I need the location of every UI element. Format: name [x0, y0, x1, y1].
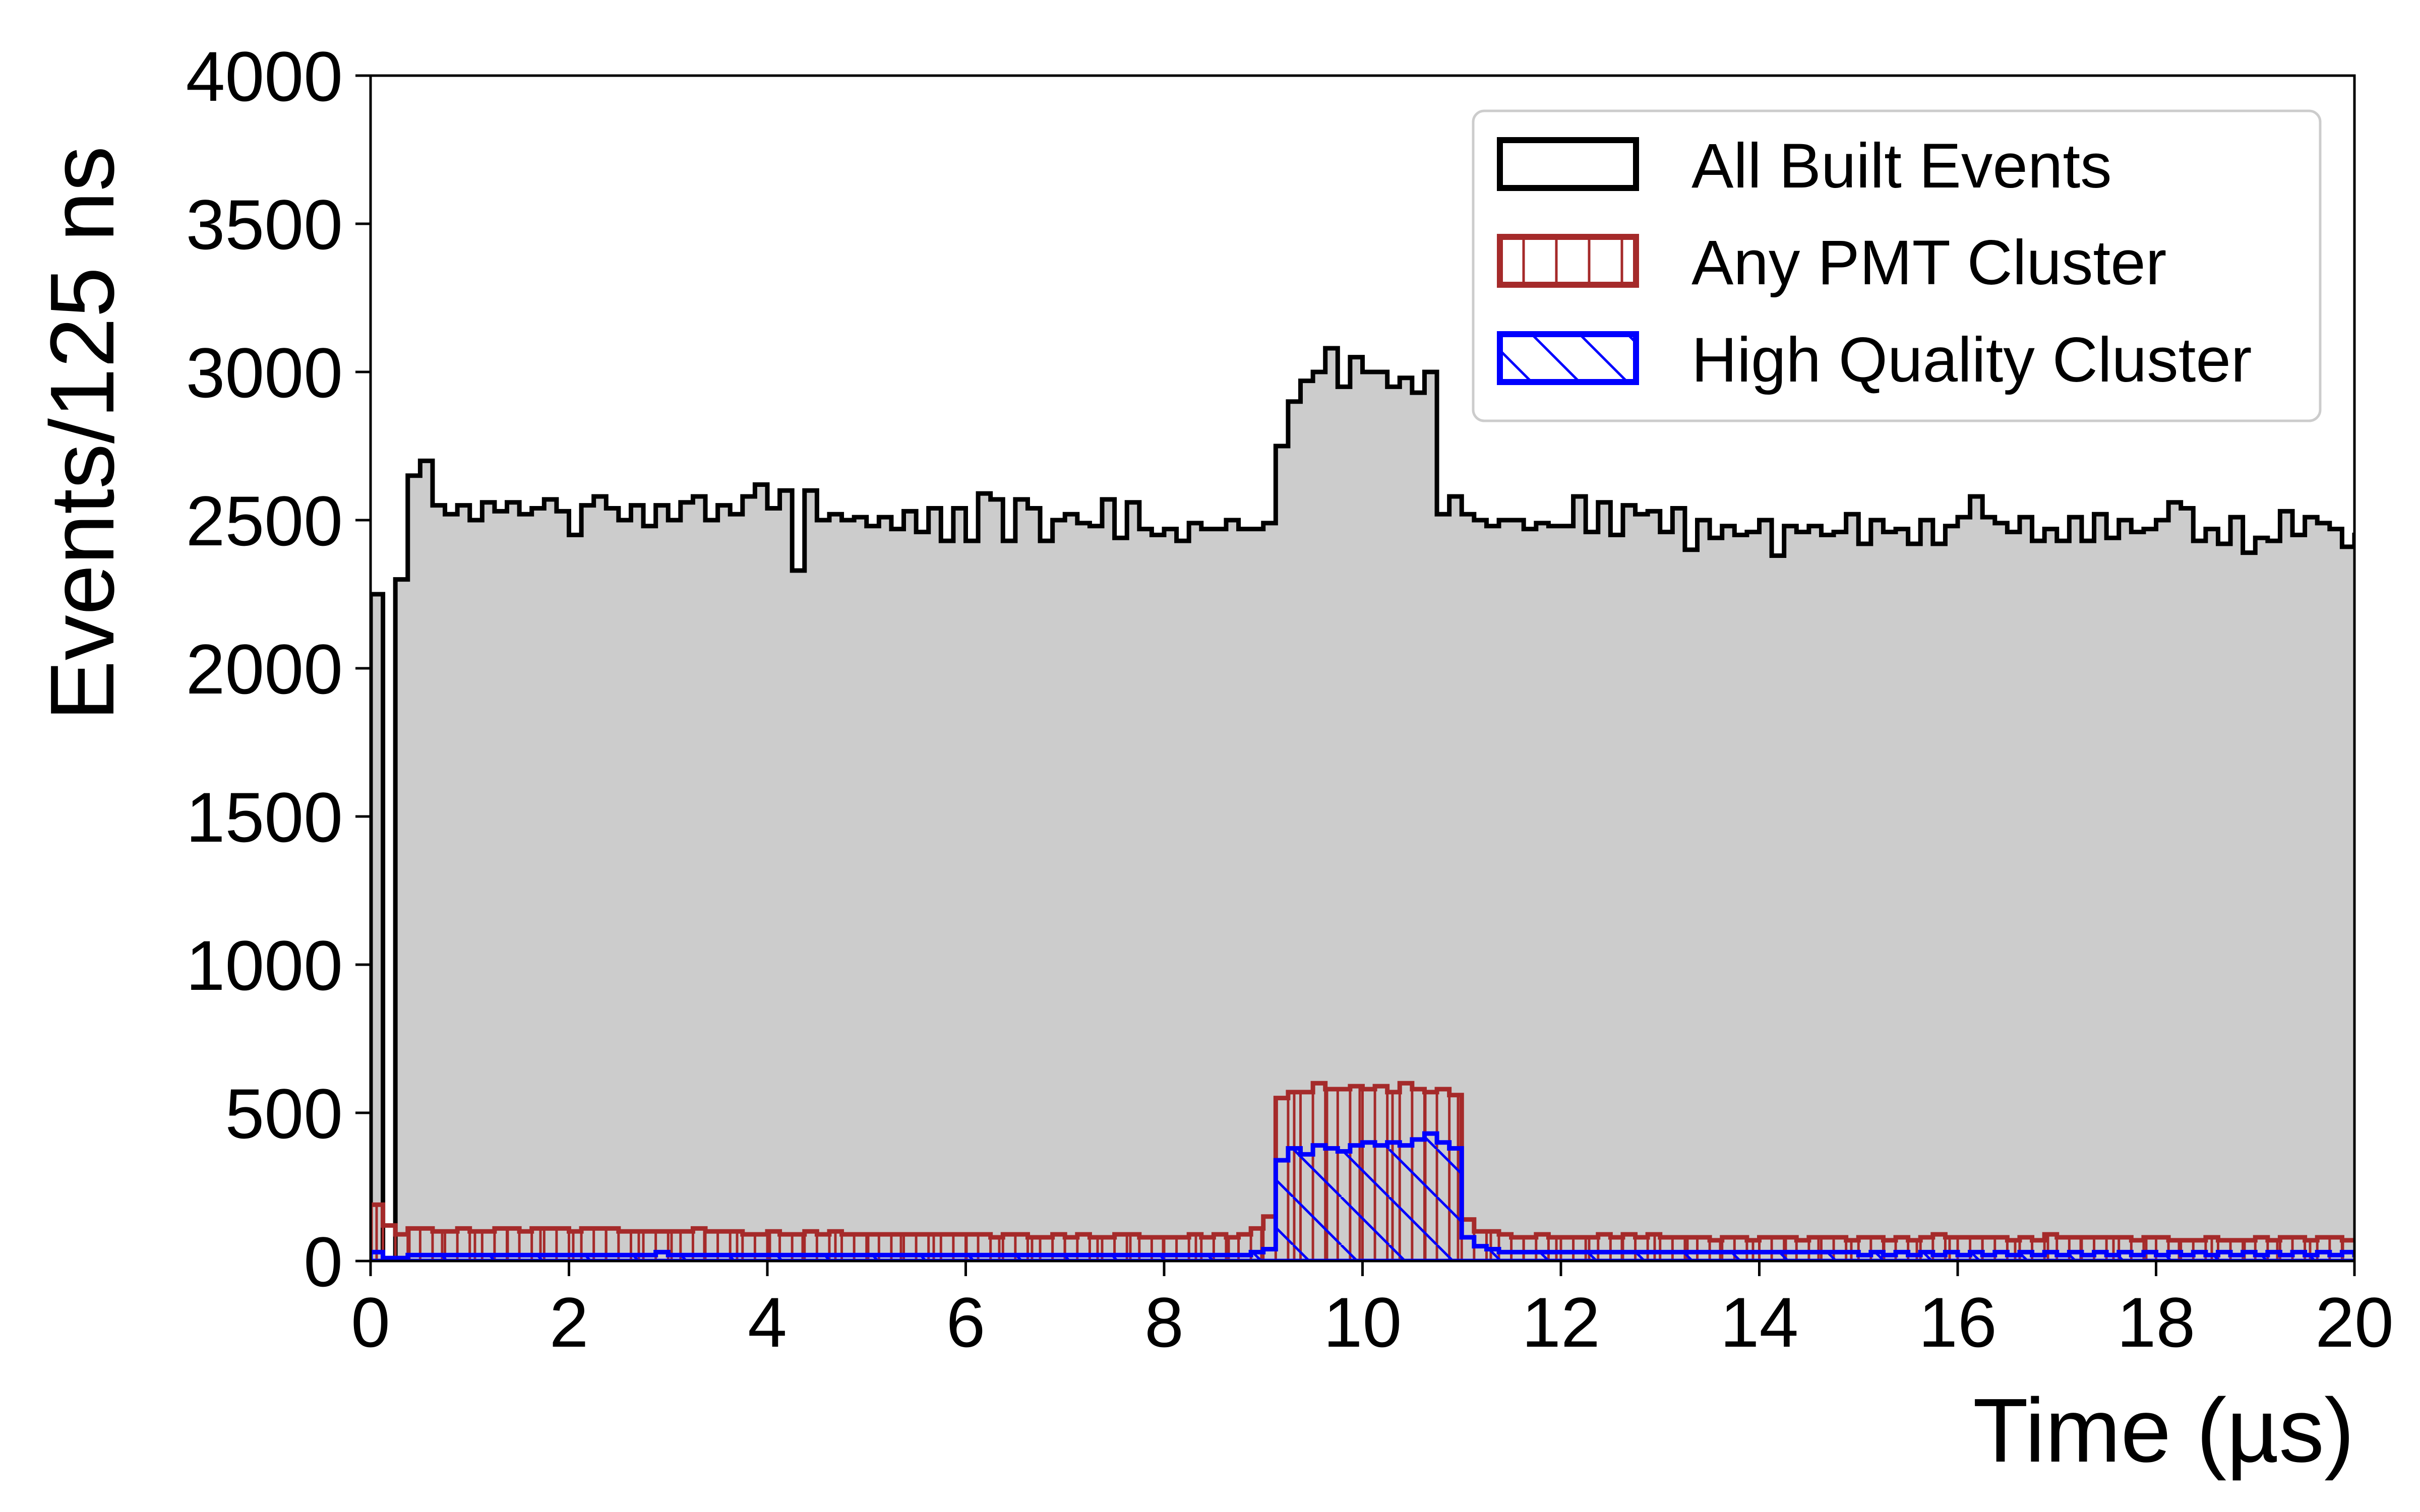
y-tick-label: 1500	[186, 778, 343, 857]
x-tick-label: 6	[946, 1283, 986, 1362]
series-fill-all-built-events	[371, 348, 2354, 1261]
series-outline-all-built-events	[371, 346, 2354, 1261]
x-tick-label: 14	[1720, 1283, 1799, 1362]
x-axis-title: Time (µs)	[1973, 1380, 2354, 1481]
legend-label-all-built-events: All Built Events	[1691, 131, 2112, 201]
x-tick-label: 16	[1918, 1283, 1997, 1362]
y-tick-label: 3000	[186, 333, 343, 412]
legend-label-any-pmt-cluster: Any PMT Cluster	[1691, 228, 2166, 298]
series-high-quality-cluster	[371, 1131, 2354, 1261]
legend-label-high-quality-cluster: High Quality Cluster	[1691, 325, 2252, 395]
y-tick-label: 0	[304, 1222, 343, 1301]
legend: All Built Events Any PMT Cluster High Qu…	[1472, 109, 2322, 422]
legend-item-all-built-events: All Built Events	[1497, 131, 2112, 201]
series-outline-any-pmt-cluster	[371, 1081, 2354, 1261]
y-tick-label: 4000	[186, 37, 343, 116]
y-axis-title: Events/125 ns	[32, 146, 133, 721]
legend-swatch-high-quality-cluster	[1497, 331, 1639, 385]
y-tick-label: 2500	[186, 481, 343, 560]
series-outline-high-quality-cluster	[371, 1131, 2354, 1261]
x-tick-label: 10	[1323, 1283, 1402, 1362]
y-tick-label: 2000	[186, 629, 343, 709]
legend-item-high-quality-cluster: High Quality Cluster	[1497, 325, 2252, 395]
x-tick-label: 12	[1522, 1283, 1600, 1362]
x-axis: 0 2 4 6 8 10 12 14 16 18 20	[351, 1261, 2394, 1362]
x-tick-label: 8	[1144, 1283, 1184, 1362]
x-tick-label: 20	[2315, 1283, 2394, 1362]
series-all-built-events	[371, 346, 2354, 1261]
series-hatch-high-quality-cluster	[371, 1133, 2354, 1261]
legend-swatch-all-built-events	[1497, 137, 1639, 191]
x-tick-label: 4	[748, 1283, 787, 1362]
x-tick-label: 18	[2117, 1283, 2196, 1362]
y-tick-label: 1000	[186, 926, 343, 1005]
series-layer	[371, 346, 2354, 1261]
x-tick-label: 0	[351, 1283, 390, 1362]
legend-item-any-pmt-cluster: Any PMT Cluster	[1497, 228, 2166, 298]
legend-box	[1472, 109, 2322, 422]
y-axis: 0 500 1000 1500 2000 2500 3000 3500 4000	[186, 37, 371, 1301]
legend-swatch-any-pmt-cluster	[1497, 234, 1639, 288]
y-tick-label: 3500	[186, 185, 343, 264]
x-tick-label: 2	[550, 1283, 589, 1362]
y-tick-label: 500	[225, 1074, 343, 1153]
